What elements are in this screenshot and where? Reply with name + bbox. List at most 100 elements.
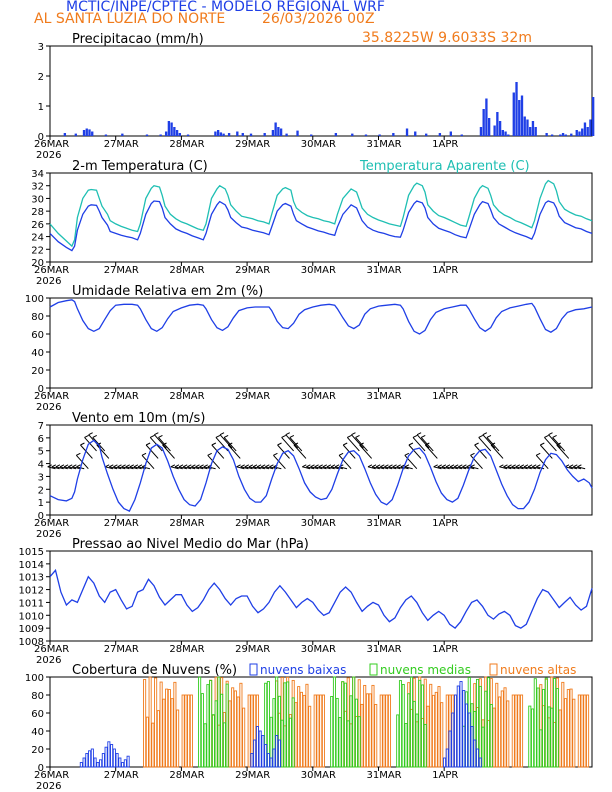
wind-barb-tip (388, 464, 393, 468)
wind-barb-tip (55, 464, 61, 468)
cloud-high-bar (503, 687, 507, 768)
wind-barb-tip (51, 464, 57, 468)
cloud-mid-bar (217, 676, 221, 768)
cloud-high-bar (365, 693, 369, 768)
cloud-high-bar (165, 688, 169, 768)
wind-barb (532, 466, 541, 470)
wind-barb (117, 466, 126, 470)
precip-bar (178, 133, 181, 136)
cloud-mid-bar (536, 687, 540, 768)
cloud-mid-bar (280, 719, 284, 768)
precip-bar (175, 130, 179, 136)
cloud-high-bar (184, 694, 188, 768)
precip-bar (550, 134, 554, 136)
cloud-mid-bar (286, 681, 290, 768)
wind-barb (310, 466, 319, 470)
wind-year-label: 2026 (36, 529, 61, 540)
wind-barb-tip (133, 464, 139, 468)
precip-bar (277, 127, 280, 136)
cloud-high-bar (173, 681, 177, 768)
wind-ytick-label: 2 (38, 485, 44, 496)
cloud-high-bar (385, 694, 389, 768)
cloud-mid-bar (357, 716, 361, 768)
wind-title: Vento em 10m (m/s) (72, 411, 205, 426)
wind-barb-tip (412, 435, 418, 438)
wind-barb (199, 466, 208, 470)
cloud-high-bar (586, 694, 590, 768)
temperature-xtick-label: 1APR (432, 265, 458, 276)
wind-barb-tip (503, 464, 508, 468)
cloud-high-bar (159, 681, 163, 768)
wind-barb-tip (445, 464, 451, 468)
cloud-high-bar (426, 705, 430, 768)
wind-barb (445, 466, 454, 470)
wind-barb-tip (80, 442, 85, 446)
cloud-high-bar (368, 693, 372, 768)
cloud-high-bar (308, 705, 312, 768)
cloud-mid-bar (531, 708, 535, 768)
clouds-frame (49, 676, 593, 768)
header-location: AL SANTA LUZIA DO NORTE (34, 11, 226, 27)
wind-barb (248, 466, 257, 470)
wind-barb-tip (355, 435, 360, 438)
humidity-ytick-label: 40 (31, 348, 44, 359)
wind-xtick-label: 26MAR (34, 518, 69, 529)
wind-barb (499, 466, 508, 470)
cloud-mid-bar (409, 676, 414, 768)
wind-barb-tip (371, 464, 377, 468)
wind-barb (293, 444, 307, 459)
cloud-low-bar (470, 726, 474, 768)
wind-barb-tip (84, 435, 89, 438)
wind-ytick-label: 0 (38, 511, 44, 522)
precip-ytick-label: 0 (38, 132, 44, 143)
precip-bar (186, 134, 190, 136)
precip-bar (214, 131, 217, 136)
pressure-year-label: 2026 (36, 655, 61, 666)
wind-barb-tip (117, 464, 122, 468)
wind-barb (84, 437, 97, 452)
cloud-high-bar (517, 694, 521, 768)
wind-barb-tip (511, 464, 516, 468)
wind-barb-tip (256, 464, 262, 468)
cloud-high-bar (154, 677, 158, 768)
clouds-xtick-label: 31MAR (366, 770, 401, 781)
precip-bar (479, 127, 483, 136)
precip-bar (564, 134, 567, 136)
wind-barb (244, 466, 253, 470)
cloud-high-bar (583, 694, 587, 768)
cloud-mid-bar (332, 676, 336, 768)
wind-barb-tip (154, 432, 159, 436)
clouds-ytick-label: 20 (31, 745, 44, 756)
wind-ytick-label: 1 (38, 498, 44, 509)
wind-barb (441, 466, 450, 470)
wind-barb (408, 444, 422, 459)
precip-bar (493, 125, 496, 136)
wind-barb-tip (174, 464, 180, 468)
wind-barb-tip (219, 432, 225, 436)
wind-barb (113, 466, 122, 470)
cloud-high-bar (231, 687, 235, 768)
cloud-low-bar (448, 730, 452, 768)
wind-barb (261, 466, 270, 470)
cloud-mid-bar (550, 707, 554, 768)
cloud-low-bar (115, 753, 119, 768)
pressure-title: Pressao ao Nivel Medio do Mar (hPa) (72, 537, 309, 552)
temperature-xtick-label: 31MAR (366, 265, 401, 276)
precip-bar (512, 92, 515, 136)
wind-barb (219, 434, 233, 449)
wind-barb (412, 437, 426, 452)
precip-bar (219, 132, 223, 136)
wind-ytick-label: 4 (38, 460, 44, 471)
wind-barb-tip (72, 464, 77, 468)
cloud-high-bar (434, 691, 438, 768)
wind-barb (458, 466, 467, 470)
precip-bar (63, 133, 67, 136)
precip-bar (559, 134, 562, 136)
wind-barb (170, 466, 179, 470)
wind-barb-tip (531, 464, 537, 468)
precip-bar (589, 119, 592, 136)
cloud-high-bar (228, 700, 232, 768)
wind-barb-tip (150, 435, 155, 438)
wind-barb-tip (499, 464, 504, 468)
wind-barb (400, 466, 409, 470)
